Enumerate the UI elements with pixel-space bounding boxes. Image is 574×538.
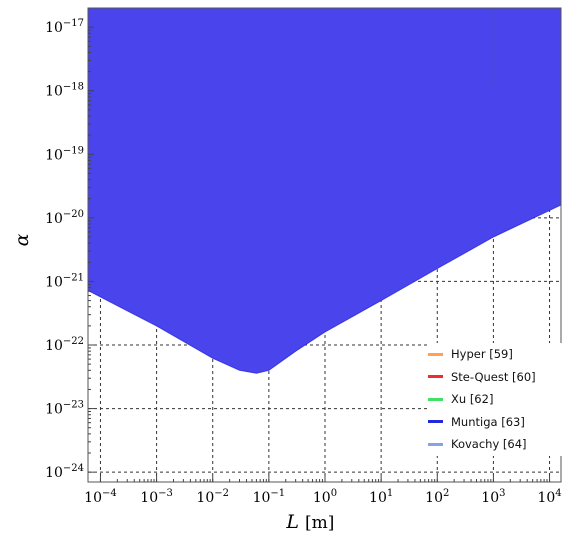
x-tick-label: 103: [481, 488, 505, 506]
x-tick-label: 10−4: [84, 488, 117, 506]
legend-swatch: [428, 442, 443, 446]
y-tick-label: 10−22: [45, 336, 84, 354]
x-tick-label: 10−1: [253, 488, 286, 506]
legend-swatch: [428, 375, 443, 379]
axis-ticks: 10−4 10−3 10−2 10−1 100 101 102 103 104 10−17 10−1…: [45, 18, 562, 506]
legend-label: Kovachy [64]: [451, 437, 527, 452]
legend-label: Hyper [59]: [451, 347, 513, 362]
y-tick-label: 10−20: [45, 209, 84, 227]
area-muntiga: [87, 7, 562, 374]
x-tick-label: 101: [369, 488, 393, 506]
legend-label: Xu [62]: [451, 392, 494, 407]
x-axis-label: L [m]: [285, 511, 334, 533]
legend-item: Xu [62]: [428, 388, 564, 411]
legend-label: Muntiga [63]: [451, 414, 525, 429]
x-tick-label: 10−2: [196, 488, 229, 506]
x-tick-label: 10−3: [140, 488, 173, 506]
y-tick-label: 10−17: [45, 18, 84, 36]
x-axis-label-unit: [m]: [305, 513, 334, 533]
y-tick-label: 10−23: [45, 400, 84, 418]
legend-item: Hyper [59]: [428, 343, 564, 366]
legend-item: Ste-Quest [60]: [428, 366, 564, 389]
legend-item: Kovachy [64]: [428, 433, 564, 456]
x-axis-label-symbol: L: [285, 511, 299, 533]
x-tick-label: 104: [537, 488, 561, 506]
legend-swatch: [428, 420, 443, 424]
y-tick-label: 10−18: [45, 82, 84, 100]
legend-swatch: [428, 397, 443, 401]
legend-swatch: [428, 352, 443, 356]
x-tick-label: 102: [425, 488, 449, 506]
legend: Hyper [59] Ste-Quest [60] Xu [62] Muntiga […: [428, 343, 564, 456]
y-axis-label: α: [11, 233, 33, 246]
y-tick-label: 10−21: [45, 272, 84, 290]
legend-item: Muntiga [63]: [428, 411, 564, 434]
constraint-areas: [87, 7, 562, 374]
y-tick-label: 10−19: [45, 145, 84, 163]
y-tick-label: 10−24: [45, 463, 84, 481]
legend-label: Ste-Quest [60]: [451, 369, 536, 384]
x-tick-label: 100: [313, 488, 337, 506]
